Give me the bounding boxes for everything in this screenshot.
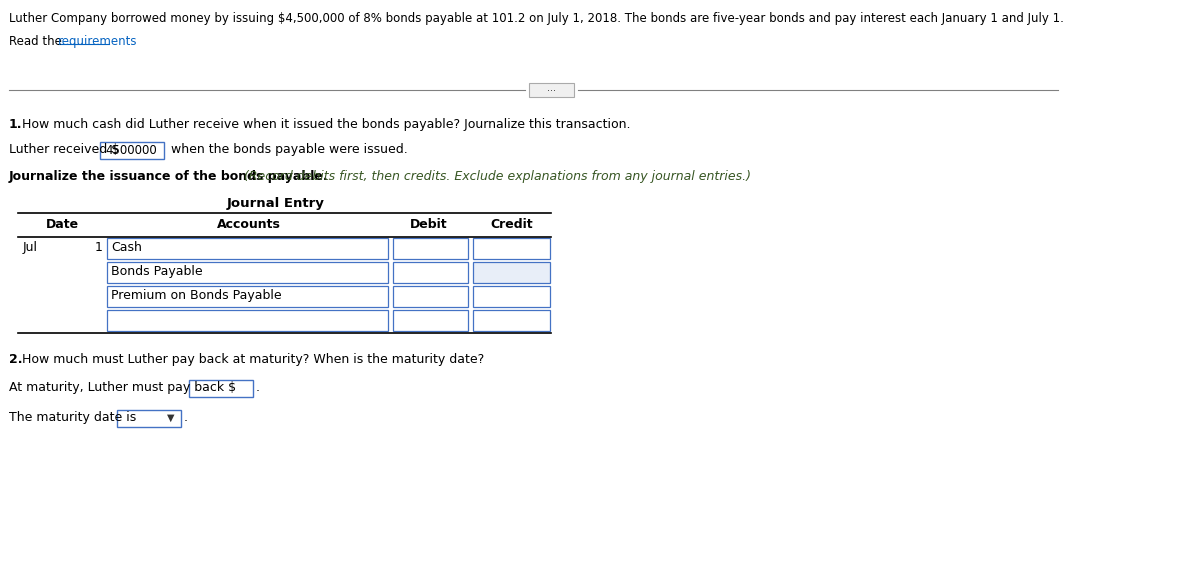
Text: .: . bbox=[184, 411, 188, 424]
Text: 1.: 1. bbox=[8, 118, 23, 131]
Text: Journal Entry: Journal Entry bbox=[227, 197, 325, 210]
Text: .: . bbox=[256, 381, 259, 394]
Text: Jul: Jul bbox=[23, 241, 37, 254]
FancyBboxPatch shape bbox=[473, 286, 550, 307]
Text: Accounts: Accounts bbox=[217, 218, 281, 231]
FancyBboxPatch shape bbox=[118, 410, 181, 427]
FancyBboxPatch shape bbox=[107, 286, 388, 307]
Text: ▼: ▼ bbox=[167, 413, 174, 423]
FancyBboxPatch shape bbox=[107, 262, 388, 283]
Text: How much must Luther pay back at maturity? When is the maturity date?: How much must Luther pay back at maturit… bbox=[18, 353, 484, 366]
FancyBboxPatch shape bbox=[473, 310, 550, 331]
Text: when the bonds payable were issued.: when the bonds payable were issued. bbox=[167, 143, 408, 156]
Text: Premium on Bonds Payable: Premium on Bonds Payable bbox=[112, 289, 282, 302]
Text: Luther received $: Luther received $ bbox=[8, 143, 119, 156]
Text: 2.: 2. bbox=[8, 353, 23, 366]
Text: How much cash did Luther receive when it issued the bonds payable? Journalize th: How much cash did Luther receive when it… bbox=[18, 118, 630, 131]
FancyBboxPatch shape bbox=[188, 380, 253, 397]
FancyBboxPatch shape bbox=[394, 310, 468, 331]
Text: Luther Company borrowed money by issuing $4,500,000 of 8% bonds payable at 101.2: Luther Company borrowed money by issuing… bbox=[8, 12, 1063, 25]
FancyBboxPatch shape bbox=[473, 262, 550, 283]
FancyBboxPatch shape bbox=[394, 262, 468, 283]
FancyBboxPatch shape bbox=[100, 142, 163, 159]
Text: Journalize the issuance of the bonds payable.: Journalize the issuance of the bonds pay… bbox=[8, 170, 329, 183]
Text: Credit: Credit bbox=[490, 218, 533, 231]
Text: 4500000: 4500000 bbox=[106, 143, 157, 157]
Text: Date: Date bbox=[46, 218, 79, 231]
Text: Debit: Debit bbox=[410, 218, 448, 231]
FancyBboxPatch shape bbox=[529, 83, 574, 97]
FancyBboxPatch shape bbox=[473, 238, 550, 259]
Text: At maturity, Luther must pay back $: At maturity, Luther must pay back $ bbox=[8, 381, 236, 394]
Text: requirements: requirements bbox=[58, 35, 137, 48]
Text: (Record debits first, then credits. Exclude explanations from any journal entrie: (Record debits first, then credits. Excl… bbox=[240, 170, 751, 183]
FancyBboxPatch shape bbox=[394, 238, 468, 259]
Text: ···: ··· bbox=[547, 86, 556, 96]
FancyBboxPatch shape bbox=[107, 310, 388, 331]
Text: Read the: Read the bbox=[8, 35, 66, 48]
FancyBboxPatch shape bbox=[394, 286, 468, 307]
Text: The maturity date is: The maturity date is bbox=[8, 411, 136, 424]
Text: Cash: Cash bbox=[112, 241, 142, 254]
FancyBboxPatch shape bbox=[107, 238, 388, 259]
Text: Bonds Payable: Bonds Payable bbox=[112, 265, 203, 278]
Text: 1: 1 bbox=[95, 241, 102, 254]
